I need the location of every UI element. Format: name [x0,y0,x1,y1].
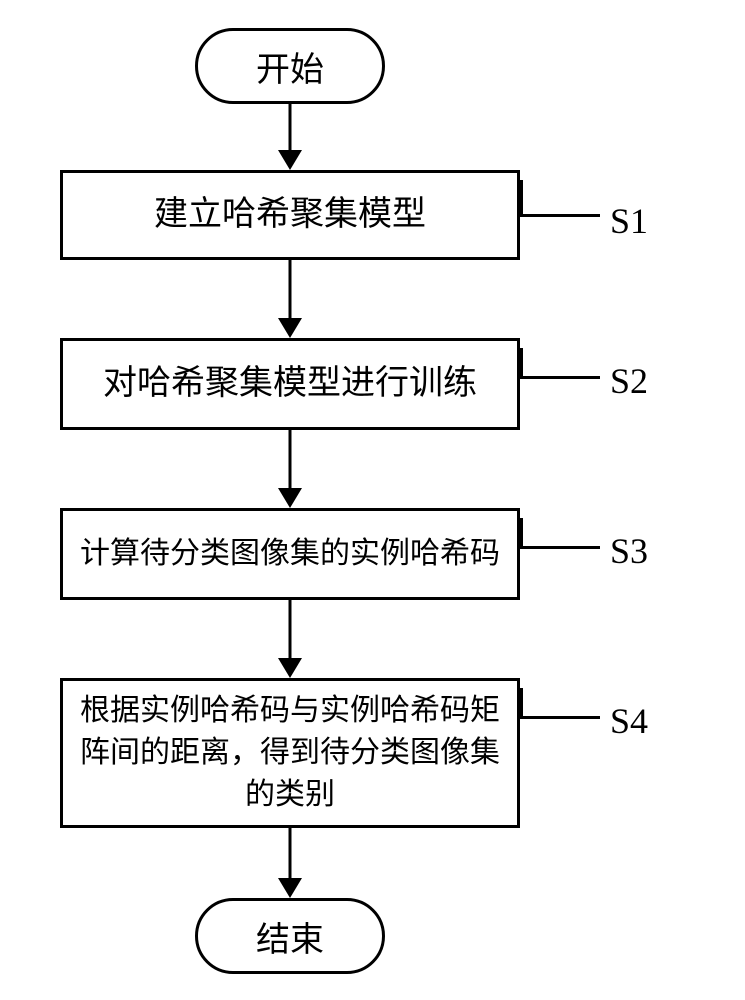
end-node: 结束 [195,898,385,974]
end-text: 结束 [256,912,324,961]
process-s4: 根据实例哈希码与实例哈希码矩阵间的距离，得到待分类图像集的类别 [60,678,520,828]
arrow-1 [278,104,302,170]
process-s3-text: 计算待分类图像集的实例哈希码 [80,533,500,575]
arrow-4 [278,600,302,678]
flowchart-canvas: 开始 建立哈希聚集模型 S1 对哈希聚集模型进行训练 S2 计算待分类图像集的实… [0,0,745,1000]
connector-s1-line [520,214,600,217]
connector-s2-notch [520,348,523,378]
label-s2: S2 [610,360,648,402]
arrow-2 [278,260,302,338]
arrow-3 [278,430,302,508]
process-s1-text: 建立哈希聚集模型 [154,191,426,239]
connector-s4-line [520,716,600,719]
process-s1: 建立哈希聚集模型 [60,170,520,260]
connector-s1-notch [520,180,523,216]
process-s4-text: 根据实例哈希码与实例哈希码矩阵间的距离，得到待分类图像集的类别 [75,690,505,816]
label-s4: S4 [610,700,648,742]
arrow-5 [278,828,302,898]
connector-s3-notch [520,518,523,548]
label-s1: S1 [610,200,648,242]
start-node: 开始 [195,28,385,104]
connector-s4-notch [520,688,523,718]
connector-s3-line [520,546,600,549]
process-s3: 计算待分类图像集的实例哈希码 [60,508,520,600]
process-s2: 对哈希聚集模型进行训练 [60,338,520,430]
start-text: 开始 [256,42,324,91]
connector-s2-line [520,376,600,379]
label-s3: S3 [610,530,648,572]
process-s2-text: 对哈希聚集模型进行训练 [103,360,477,408]
